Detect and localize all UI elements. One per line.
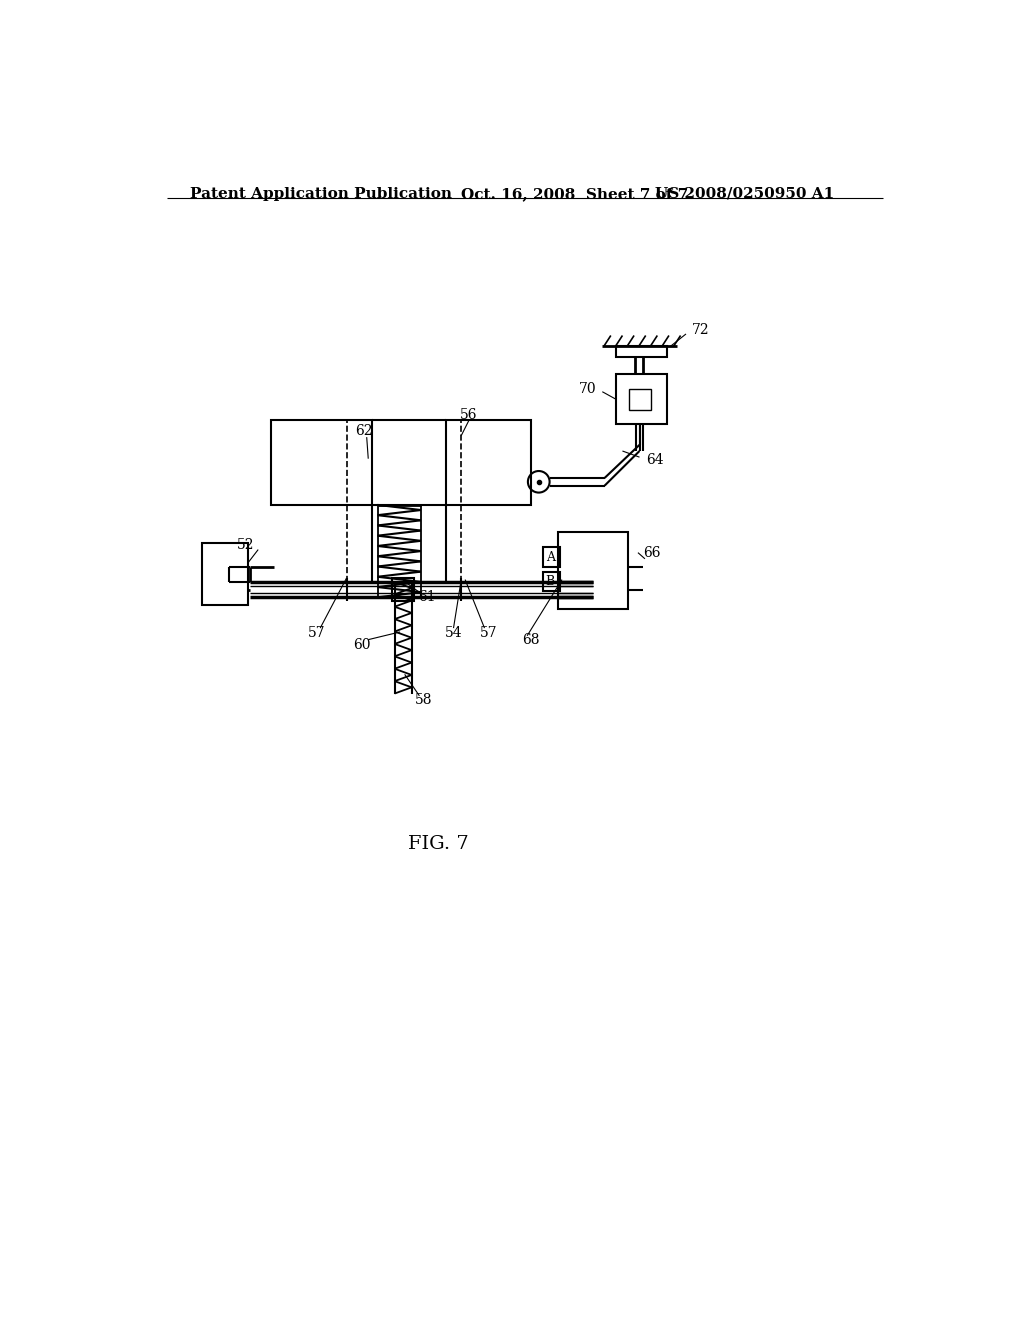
Text: US 2008/0250950 A1: US 2008/0250950 A1 xyxy=(655,187,835,201)
Text: 70: 70 xyxy=(580,381,597,396)
Text: 61: 61 xyxy=(419,590,436,605)
Text: Oct. 16, 2008  Sheet 7 of 7: Oct. 16, 2008 Sheet 7 of 7 xyxy=(461,187,688,201)
Bar xyxy=(616,346,667,358)
Bar xyxy=(558,532,628,609)
Bar xyxy=(202,544,248,605)
Bar xyxy=(445,420,531,506)
Text: 66: 66 xyxy=(643,545,660,560)
Text: 56: 56 xyxy=(460,408,478,422)
Text: A: A xyxy=(546,550,555,564)
Bar xyxy=(543,572,560,591)
Text: 57: 57 xyxy=(480,627,498,640)
Bar xyxy=(543,548,560,566)
Text: FIG. 7: FIG. 7 xyxy=(408,834,468,853)
Bar xyxy=(616,374,667,424)
Text: 72: 72 xyxy=(691,323,709,337)
Text: B: B xyxy=(546,574,555,587)
Text: 54: 54 xyxy=(444,627,462,640)
Text: 57: 57 xyxy=(308,627,326,640)
Text: 52: 52 xyxy=(237,539,255,552)
Text: 64: 64 xyxy=(646,453,664,467)
Bar xyxy=(392,578,414,601)
Text: 58: 58 xyxy=(416,693,433,708)
Text: 60: 60 xyxy=(353,638,371,652)
Text: Patent Application Publication: Patent Application Publication xyxy=(190,187,452,201)
Text: 62: 62 xyxy=(355,424,373,438)
Bar xyxy=(271,420,372,506)
Text: 68: 68 xyxy=(522,634,540,647)
Bar xyxy=(630,388,651,411)
